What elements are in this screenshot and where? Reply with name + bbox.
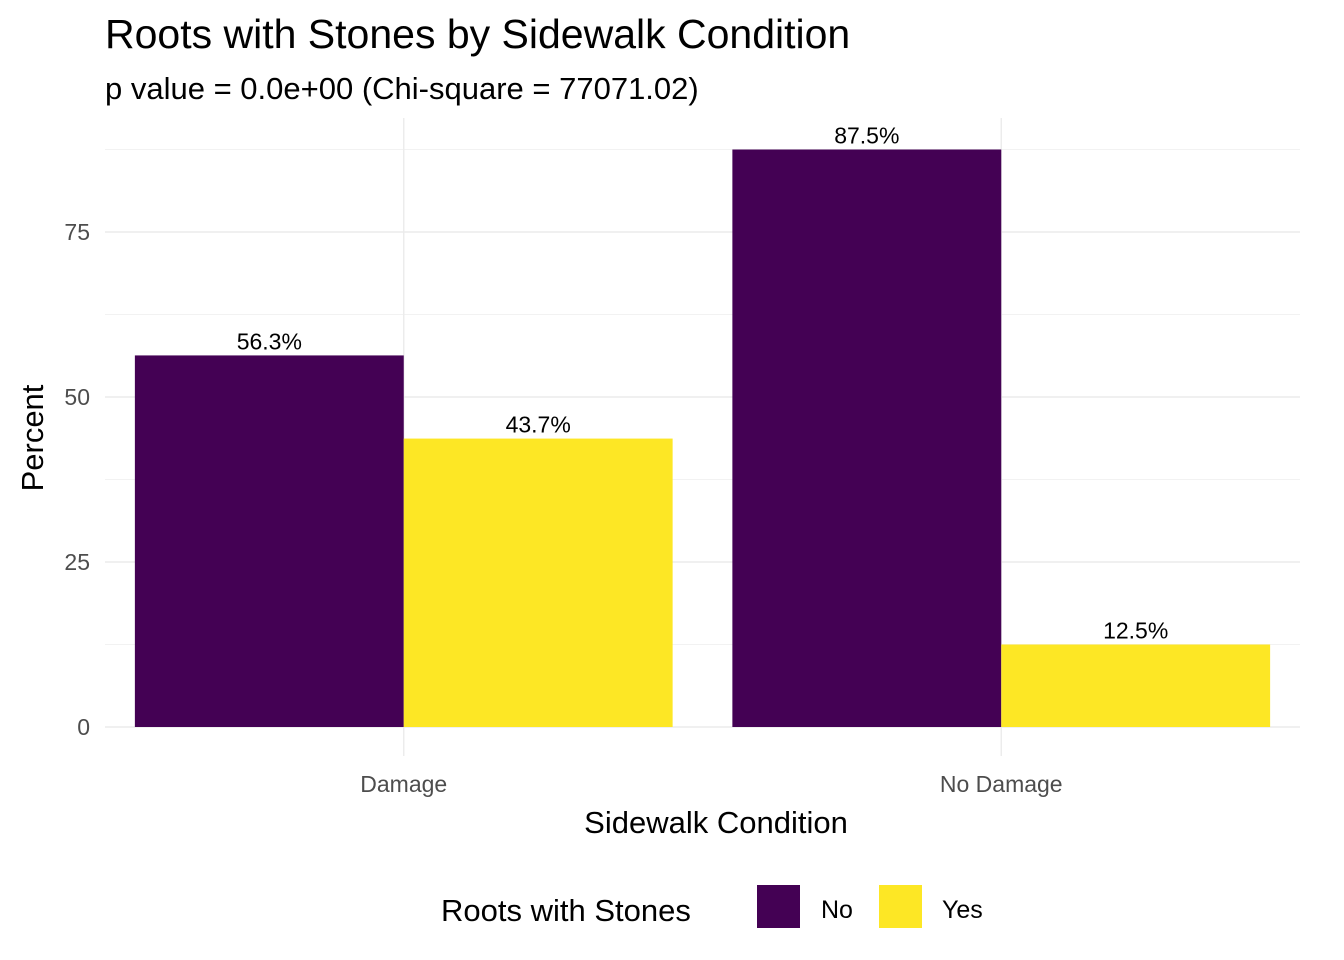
legend: Roots with Stones No Yes	[441, 885, 983, 928]
data-label: 56.3%	[237, 328, 302, 354]
x-tick-label: No Damage	[940, 771, 1063, 797]
chart-subtitle: p value = 0.0e+00 (Chi-square = 77071.02…	[105, 71, 699, 106]
bars	[134, 149, 1271, 727]
bar-yes-no-damage	[1001, 644, 1271, 727]
y-tick-label: 75	[64, 219, 90, 245]
bar-labels: 56.3% 43.7% 87.5% 12.5%	[237, 123, 1169, 644]
legend-label-yes: Yes	[942, 896, 983, 924]
bar-yes-damage	[403, 438, 673, 727]
chart-title: Roots with Stones by Sidewalk Condition	[105, 11, 850, 57]
legend-title: Roots with Stones	[441, 893, 691, 928]
bar-no-no-damage	[732, 149, 1002, 727]
y-axis-title: Percent	[15, 384, 50, 491]
x-axis-title: Sidewalk Condition	[584, 805, 848, 840]
y-tick-label: 50	[64, 384, 90, 410]
legend-swatch-yes	[879, 885, 922, 928]
y-axis-ticks: 0 25 50 75	[64, 219, 90, 740]
legend-swatch-no	[757, 885, 800, 928]
data-label: 87.5%	[834, 123, 899, 149]
data-label: 12.5%	[1103, 618, 1168, 644]
bar-no-damage	[134, 355, 404, 727]
x-tick-label: Damage	[360, 771, 447, 797]
y-tick-label: 25	[64, 549, 90, 575]
legend-label-no: No	[821, 896, 853, 924]
data-label: 43.7%	[506, 412, 571, 438]
x-axis-ticks: Damage No Damage	[360, 771, 1062, 797]
y-tick-label: 0	[77, 714, 90, 740]
